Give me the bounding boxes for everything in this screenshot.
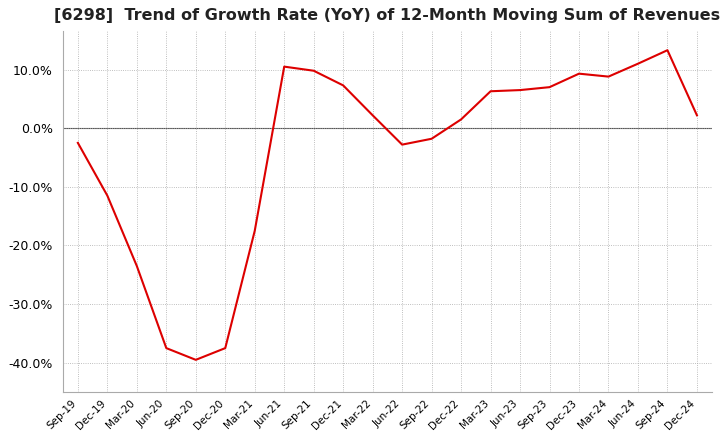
Title: [6298]  Trend of Growth Rate (YoY) of 12-Month Moving Sum of Revenues: [6298] Trend of Growth Rate (YoY) of 12-… bbox=[54, 8, 720, 23]
